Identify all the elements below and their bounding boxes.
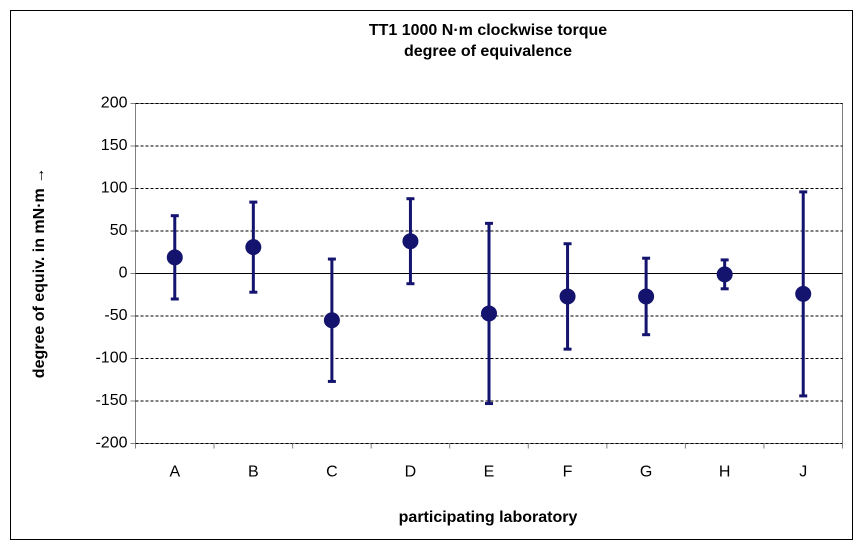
chart-frame bbox=[10, 10, 853, 540]
y-tick-label: -200 bbox=[95, 435, 127, 452]
data-point bbox=[402, 233, 419, 250]
y-axis-label: degree of equiv. in mN·m → bbox=[31, 168, 48, 378]
y-tick-label: -50 bbox=[104, 307, 127, 324]
x-tick-label: J bbox=[799, 464, 807, 481]
data-point bbox=[638, 288, 655, 305]
x-tick-label: G bbox=[640, 464, 652, 481]
chart-title: degree of equivalence bbox=[404, 43, 572, 60]
data-point bbox=[481, 305, 497, 322]
y-tick-label: 200 bbox=[101, 95, 128, 112]
data-point bbox=[245, 239, 262, 256]
data-point bbox=[323, 312, 340, 329]
x-tick-label: D bbox=[405, 464, 417, 481]
x-tick-label: A bbox=[169, 464, 180, 481]
y-tick-label: 50 bbox=[110, 222, 128, 239]
data-point bbox=[166, 249, 183, 266]
x-tick-label: H bbox=[719, 464, 731, 481]
data-point bbox=[795, 285, 812, 302]
x-tick-label: C bbox=[326, 464, 338, 481]
x-tick-label: B bbox=[248, 464, 259, 481]
y-tick-label: -100 bbox=[95, 350, 127, 367]
data-point bbox=[716, 266, 733, 283]
y-tick-label: 100 bbox=[101, 180, 128, 197]
x-axis-label: participating laboratory bbox=[399, 509, 578, 526]
y-tick-label: -150 bbox=[95, 392, 127, 409]
chart-title: TT1 1000 N·m clockwise torque bbox=[369, 22, 607, 39]
y-tick-label: 150 bbox=[101, 137, 128, 154]
x-tick-label: F bbox=[563, 464, 573, 481]
y-tick-label: 0 bbox=[119, 265, 128, 282]
data-point bbox=[559, 288, 576, 305]
x-tick-label: E bbox=[484, 464, 495, 481]
